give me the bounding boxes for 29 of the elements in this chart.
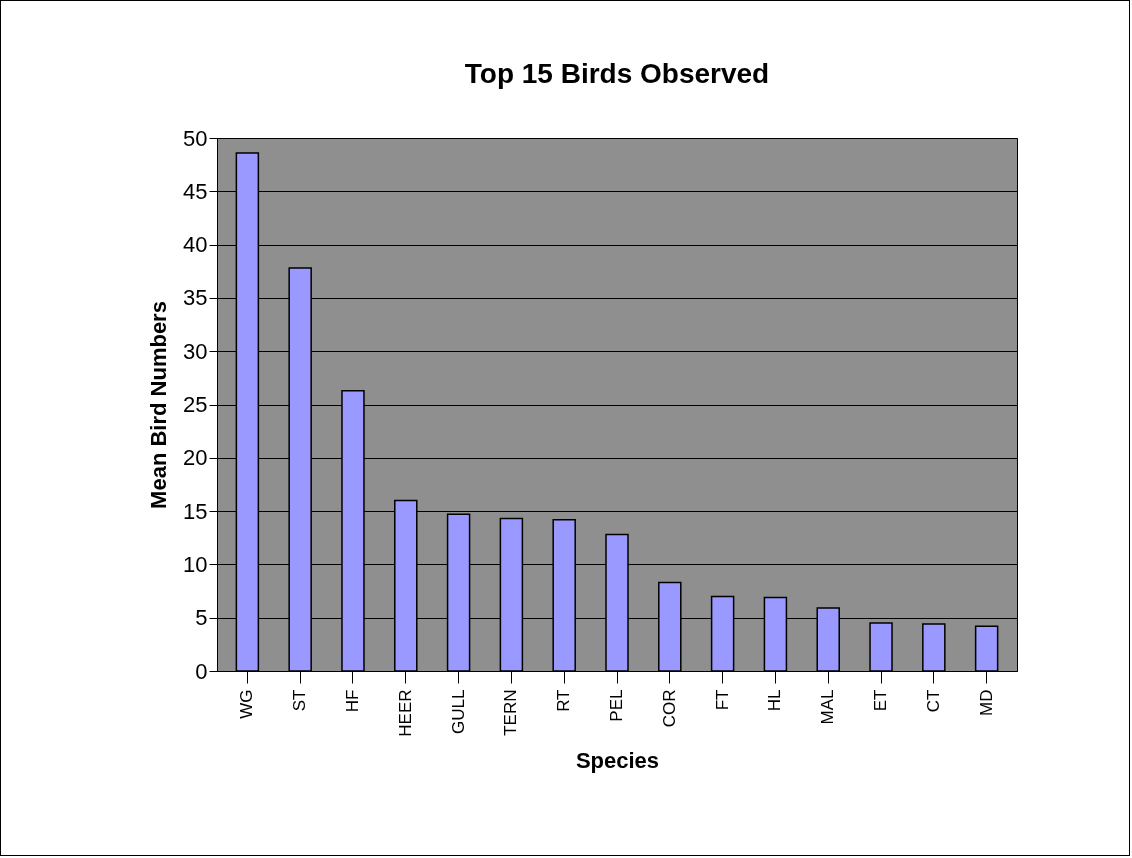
y-tick-label: 35 bbox=[183, 285, 208, 311]
x-tick-label: MD bbox=[976, 689, 996, 716]
y-tick-label: 40 bbox=[183, 232, 208, 258]
x-tick-label: CT bbox=[923, 689, 943, 713]
y-tick-label: 10 bbox=[183, 551, 208, 577]
y-tick-label: 25 bbox=[183, 392, 208, 417]
x-tick-label: WG bbox=[237, 689, 257, 719]
x-tick-label: ET bbox=[871, 689, 891, 712]
y-tick-label: 30 bbox=[183, 338, 208, 364]
y-tick-label: 15 bbox=[183, 498, 208, 524]
x-tick-label: ST bbox=[290, 689, 310, 712]
x-tick-label: GULL bbox=[448, 689, 468, 734]
y-tick-label: 5 bbox=[195, 605, 208, 631]
y-tick-label: 45 bbox=[183, 178, 208, 204]
y-axis-title: Mean Bird Numbers bbox=[146, 301, 172, 509]
x-tick-label: COR bbox=[659, 689, 679, 728]
x-tick-label: HL bbox=[765, 689, 785, 712]
y-tick-label: 20 bbox=[183, 445, 208, 471]
x-tick-label: RT bbox=[554, 689, 574, 712]
x-tick-label: TERN bbox=[501, 689, 521, 736]
y-tick-label: 50 bbox=[183, 125, 208, 151]
x-tick-label: MAL bbox=[818, 689, 838, 725]
x-tick-label: HEER bbox=[395, 689, 415, 737]
x-tick-label: PEL bbox=[607, 689, 626, 722]
y-tick-label: 0 bbox=[195, 658, 208, 684]
x-tick-label: HF bbox=[342, 689, 362, 713]
x-tick-label: FT bbox=[712, 689, 732, 711]
x-axis-title: Species bbox=[575, 747, 660, 773]
chart-title: Top 15 Birds Observed bbox=[464, 58, 770, 89]
